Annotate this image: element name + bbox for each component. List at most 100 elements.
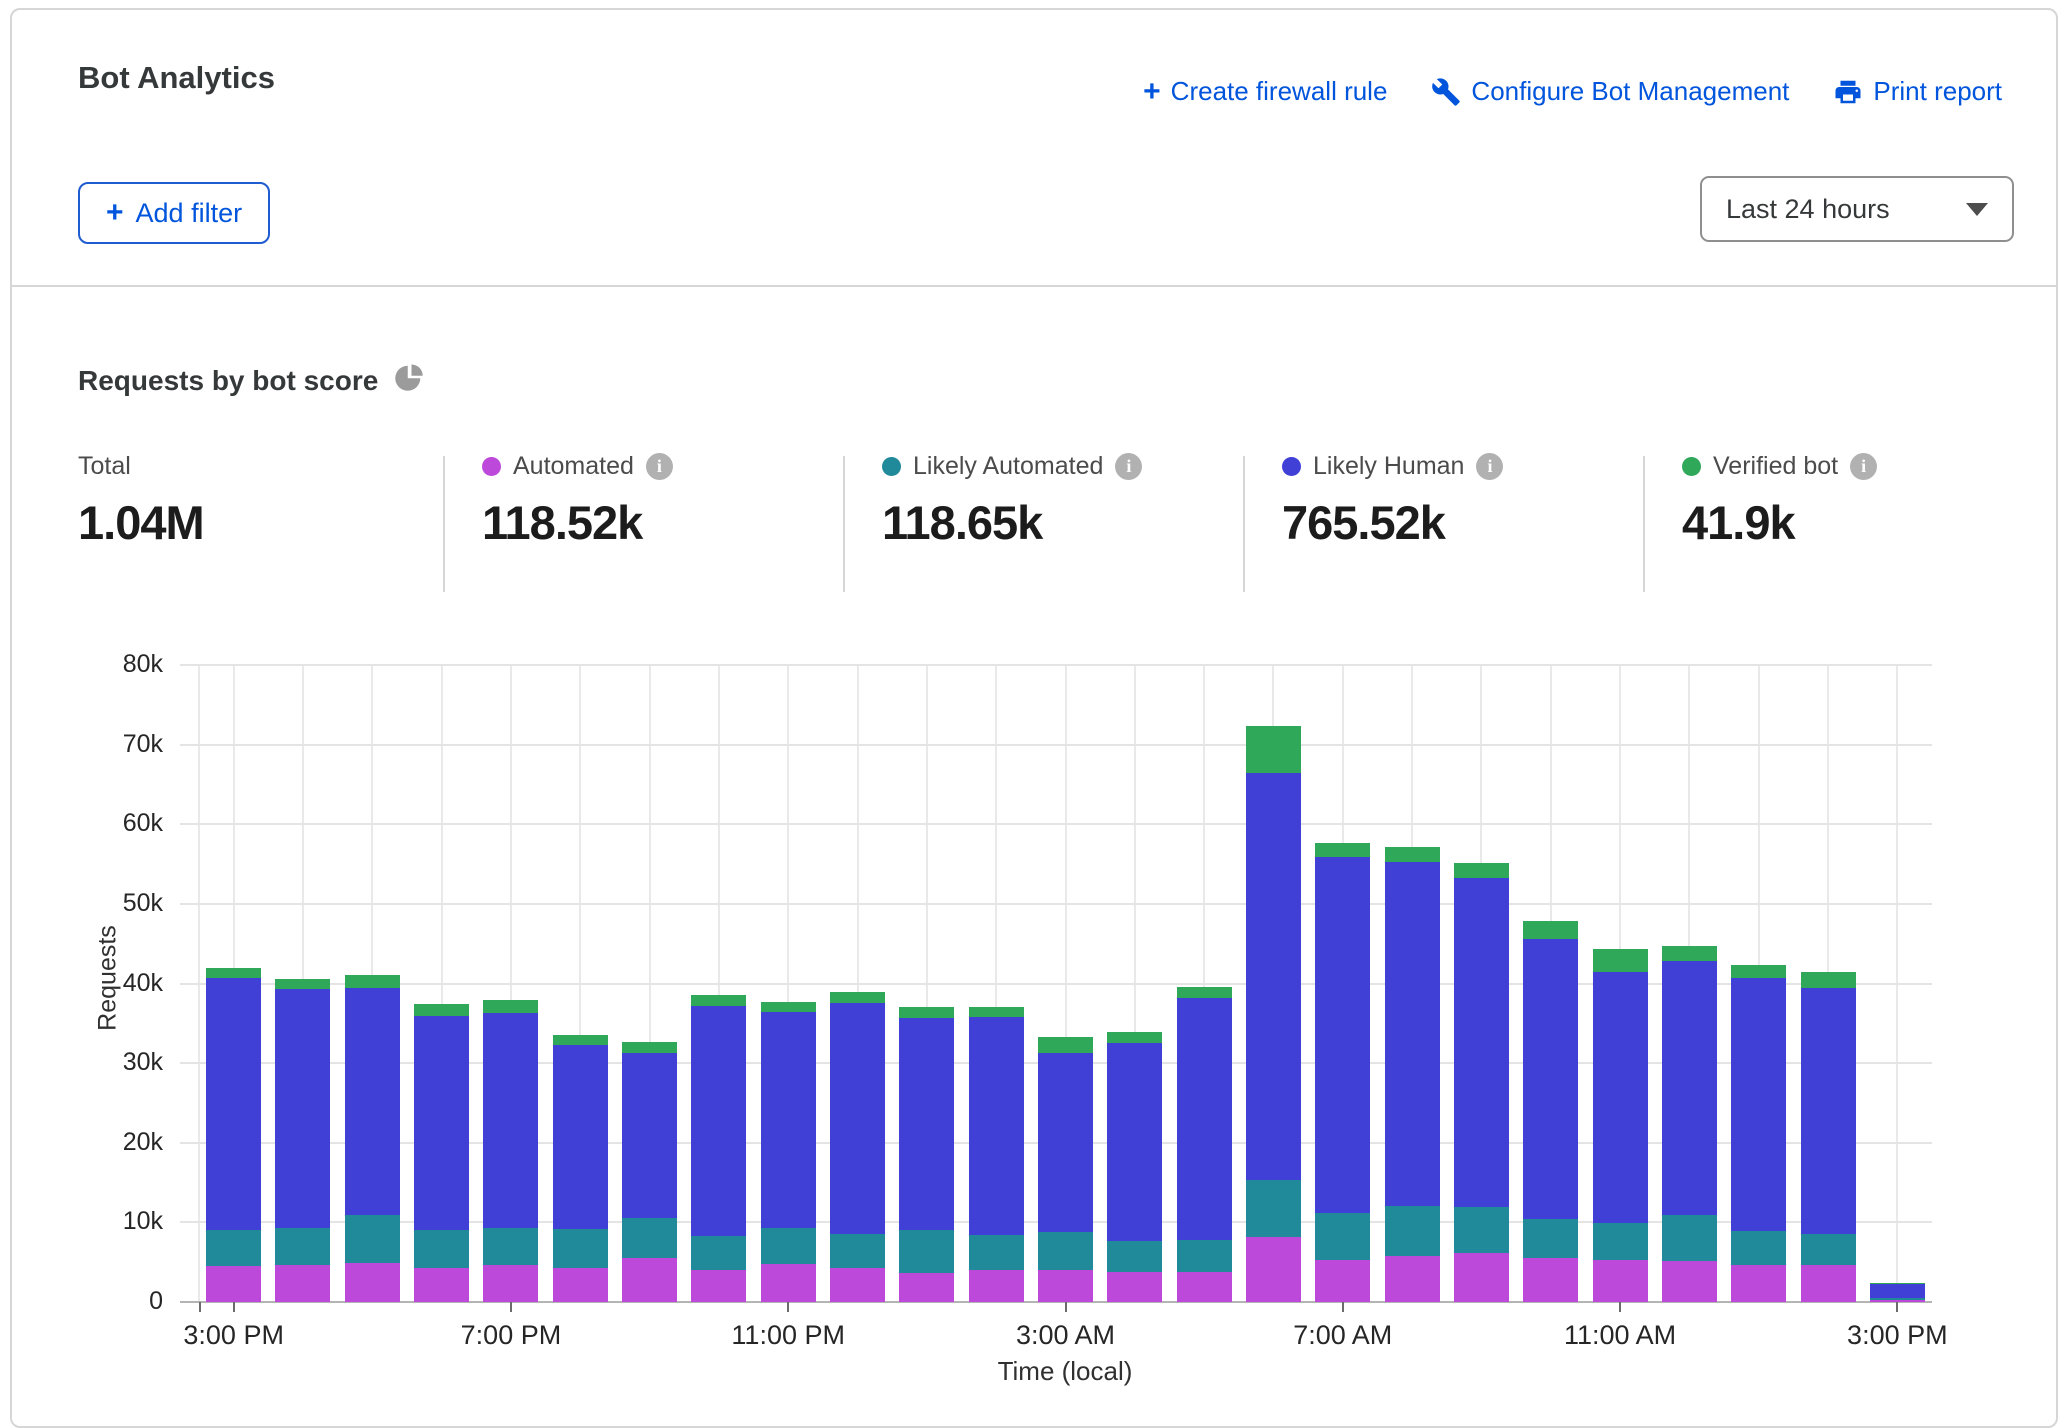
chart-bar[interactable]	[691, 995, 747, 1302]
segment-verified-bot[interactable]	[206, 967, 262, 979]
segment-verified-bot[interactable]	[691, 995, 747, 1006]
segment-likely-automated[interactable]	[830, 1233, 886, 1268]
segment-automated[interactable]	[899, 1272, 955, 1302]
segment-likely-automated[interactable]	[622, 1217, 678, 1259]
segment-verified-bot[interactable]	[760, 1001, 816, 1013]
chart-bar[interactable]	[968, 1007, 1024, 1302]
chart-bar[interactable]	[1315, 842, 1371, 1302]
info-icon[interactable]: i	[1476, 453, 1504, 480]
segment-automated[interactable]	[1800, 1265, 1856, 1302]
segment-verified-bot[interactable]	[899, 1007, 955, 1018]
chart-bar[interactable]	[1453, 862, 1509, 1302]
segment-likely-human[interactable]	[830, 1002, 886, 1234]
chart-bar[interactable]	[1384, 846, 1440, 1302]
segment-automated[interactable]	[1384, 1255, 1440, 1302]
chart-bar[interactable]	[414, 1004, 470, 1302]
chart-bar[interactable]	[1107, 1032, 1163, 1302]
segment-automated[interactable]	[1176, 1271, 1232, 1302]
segment-likely-human[interactable]	[1107, 1043, 1163, 1241]
segment-likely-human[interactable]	[1869, 1283, 1925, 1299]
segment-likely-automated[interactable]	[1592, 1223, 1648, 1260]
segment-likely-human[interactable]	[1315, 856, 1371, 1213]
info-icon[interactable]: i	[1115, 453, 1143, 480]
segment-likely-human[interactable]	[1453, 877, 1509, 1208]
segment-verified-bot[interactable]	[1523, 921, 1579, 939]
chart-bar[interactable]	[275, 978, 331, 1302]
chart-bar[interactable]	[344, 974, 400, 1302]
chart-bar[interactable]	[1245, 726, 1301, 1302]
segment-verified-bot[interactable]	[622, 1042, 678, 1053]
segment-automated[interactable]	[206, 1266, 262, 1302]
chart-bar[interactable]	[1869, 1282, 1925, 1302]
segment-likely-automated[interactable]	[206, 1229, 262, 1267]
segment-automated[interactable]	[275, 1265, 331, 1302]
chart-bar[interactable]	[1731, 964, 1787, 1302]
segment-automated[interactable]	[344, 1263, 400, 1302]
segment-automated[interactable]	[1592, 1259, 1648, 1302]
segment-likely-automated[interactable]	[1453, 1207, 1509, 1254]
chart-bar[interactable]	[622, 1042, 678, 1302]
segment-likely-automated[interactable]	[552, 1228, 608, 1268]
segment-likely-human[interactable]	[1176, 997, 1232, 1240]
segment-likely-automated[interactable]	[1523, 1219, 1579, 1259]
segment-verified-bot[interactable]	[552, 1034, 608, 1045]
segment-likely-human[interactable]	[275, 989, 331, 1229]
segment-automated[interactable]	[1315, 1259, 1371, 1302]
create-firewall-rule-link[interactable]: + Create firewall rule	[1143, 76, 1387, 107]
print-report-link[interactable]: Print report	[1833, 76, 2002, 107]
segment-likely-automated[interactable]	[1176, 1239, 1232, 1272]
segment-automated[interactable]	[1038, 1270, 1093, 1302]
segment-likely-human[interactable]	[206, 978, 262, 1230]
chart-bar[interactable]	[899, 1007, 955, 1302]
segment-likely-automated[interactable]	[1800, 1234, 1856, 1266]
segment-likely-automated[interactable]	[344, 1215, 400, 1263]
segment-likely-human[interactable]	[1731, 978, 1787, 1232]
segment-likely-automated[interactable]	[1245, 1180, 1301, 1237]
chart-bar[interactable]	[1592, 949, 1648, 1302]
segment-automated[interactable]	[1523, 1258, 1579, 1302]
segment-likely-automated[interactable]	[691, 1235, 747, 1271]
segment-automated[interactable]	[760, 1263, 816, 1302]
segment-automated[interactable]	[1731, 1264, 1787, 1302]
segment-likely-human[interactable]	[414, 1016, 470, 1231]
segment-verified-bot[interactable]	[1107, 1032, 1163, 1044]
segment-automated[interactable]	[622, 1258, 678, 1302]
segment-likely-automated[interactable]	[1107, 1240, 1163, 1272]
segment-likely-human[interactable]	[968, 1016, 1024, 1236]
segment-verified-bot[interactable]	[1800, 971, 1856, 989]
segment-likely-human[interactable]	[344, 987, 400, 1216]
segment-verified-bot[interactable]	[1315, 842, 1371, 857]
chart-bar[interactable]	[206, 967, 262, 1302]
segment-automated[interactable]	[691, 1270, 747, 1302]
segment-verified-bot[interactable]	[1384, 846, 1440, 862]
segment-verified-bot[interactable]	[1592, 949, 1648, 972]
segment-automated[interactable]	[483, 1265, 539, 1302]
segment-automated[interactable]	[1869, 1299, 1925, 1302]
segment-likely-automated[interactable]	[760, 1228, 816, 1264]
segment-verified-bot[interactable]	[1661, 946, 1717, 962]
chart-bar[interactable]	[1176, 987, 1232, 1302]
segment-verified-bot[interactable]	[275, 978, 331, 990]
chart-bar[interactable]	[1661, 946, 1717, 1302]
segment-verified-bot[interactable]	[1176, 987, 1232, 998]
segment-automated[interactable]	[1453, 1253, 1509, 1302]
segment-verified-bot[interactable]	[414, 1004, 470, 1017]
segment-likely-human[interactable]	[899, 1017, 955, 1231]
segment-likely-automated[interactable]	[1315, 1212, 1371, 1260]
segment-likely-human[interactable]	[1038, 1052, 1093, 1232]
segment-verified-bot[interactable]	[1731, 964, 1787, 979]
segment-likely-automated[interactable]	[968, 1235, 1024, 1271]
segment-likely-automated[interactable]	[414, 1230, 470, 1268]
segment-likely-human[interactable]	[1523, 938, 1579, 1220]
segment-likely-automated[interactable]	[1869, 1298, 1925, 1300]
add-filter-button[interactable]: + Add filter	[78, 182, 271, 244]
segment-likely-human[interactable]	[483, 1013, 539, 1229]
chart-bar[interactable]	[483, 1000, 539, 1302]
info-icon[interactable]: i	[645, 453, 673, 480]
segment-verified-bot[interactable]	[483, 1000, 539, 1014]
stat-likely-human[interactable]: Likely Human i 765.52k	[1282, 452, 1504, 550]
segment-verified-bot[interactable]	[1453, 862, 1509, 878]
segment-verified-bot[interactable]	[830, 991, 886, 1003]
segment-likely-automated[interactable]	[899, 1230, 955, 1273]
chart-bar[interactable]	[552, 1034, 608, 1302]
